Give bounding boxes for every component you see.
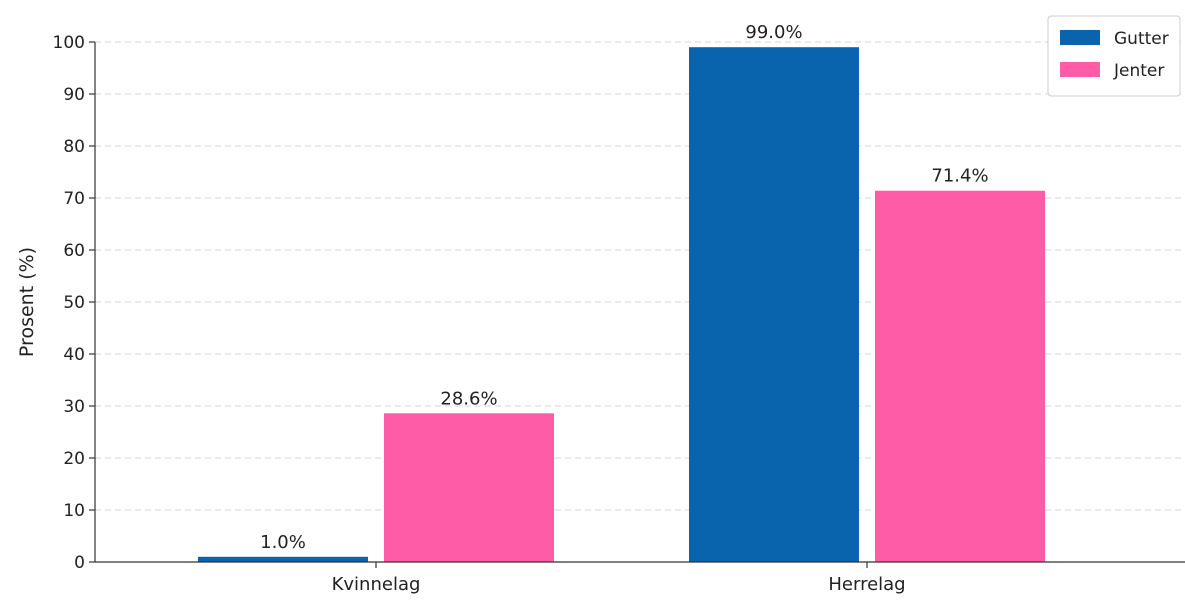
y-tick-label: 30 — [63, 397, 85, 417]
legend-label-gutter: Gutter — [1114, 29, 1169, 49]
bar-jenter-herrelag — [875, 190, 1045, 562]
data-label: 71.4% — [931, 166, 988, 187]
legend-label-jenter: Jenter — [1113, 61, 1164, 81]
x-tick-label: Herrelag — [828, 574, 905, 595]
y-tick-label: 0 — [74, 553, 85, 573]
legend: Gutter Jenter — [1047, 15, 1181, 97]
x-tick-label: Kvinnelag — [332, 574, 421, 595]
y-tick-label: 90 — [63, 85, 85, 105]
y-tick-label: 20 — [63, 449, 85, 469]
y-tick-label: 40 — [63, 345, 85, 365]
data-label: 28.6% — [440, 388, 497, 409]
y-tick-label: 60 — [63, 241, 85, 261]
bar-gutter-kvinnelag — [198, 556, 368, 562]
y-tick-label: 10 — [63, 501, 85, 521]
bar-jenter-kvinnelag — [384, 413, 554, 562]
y-axis-title: Prosent (%) — [16, 247, 38, 357]
data-labels: 1.0% 28.6% 99.0% 71.4% — [260, 22, 988, 553]
gridlines — [95, 41, 1185, 511]
x-ticks: Kvinnelag Herrelag — [332, 562, 906, 595]
y-tick-label: 50 — [63, 293, 85, 313]
y-tick-label: 70 — [63, 189, 85, 209]
legend-swatch-jenter — [1060, 62, 1100, 77]
legend-swatch-gutter — [1060, 30, 1100, 45]
y-ticks: 0 10 20 30 40 50 60 70 80 90 100 — [53, 33, 95, 573]
data-label: 1.0% — [260, 532, 306, 553]
bar-gutter-herrelag — [689, 47, 859, 562]
y-tick-label: 100 — [53, 33, 85, 53]
bars — [198, 47, 1045, 562]
data-label: 99.0% — [745, 22, 802, 43]
y-tick-label: 80 — [63, 137, 85, 157]
legend-box — [1047, 15, 1181, 97]
